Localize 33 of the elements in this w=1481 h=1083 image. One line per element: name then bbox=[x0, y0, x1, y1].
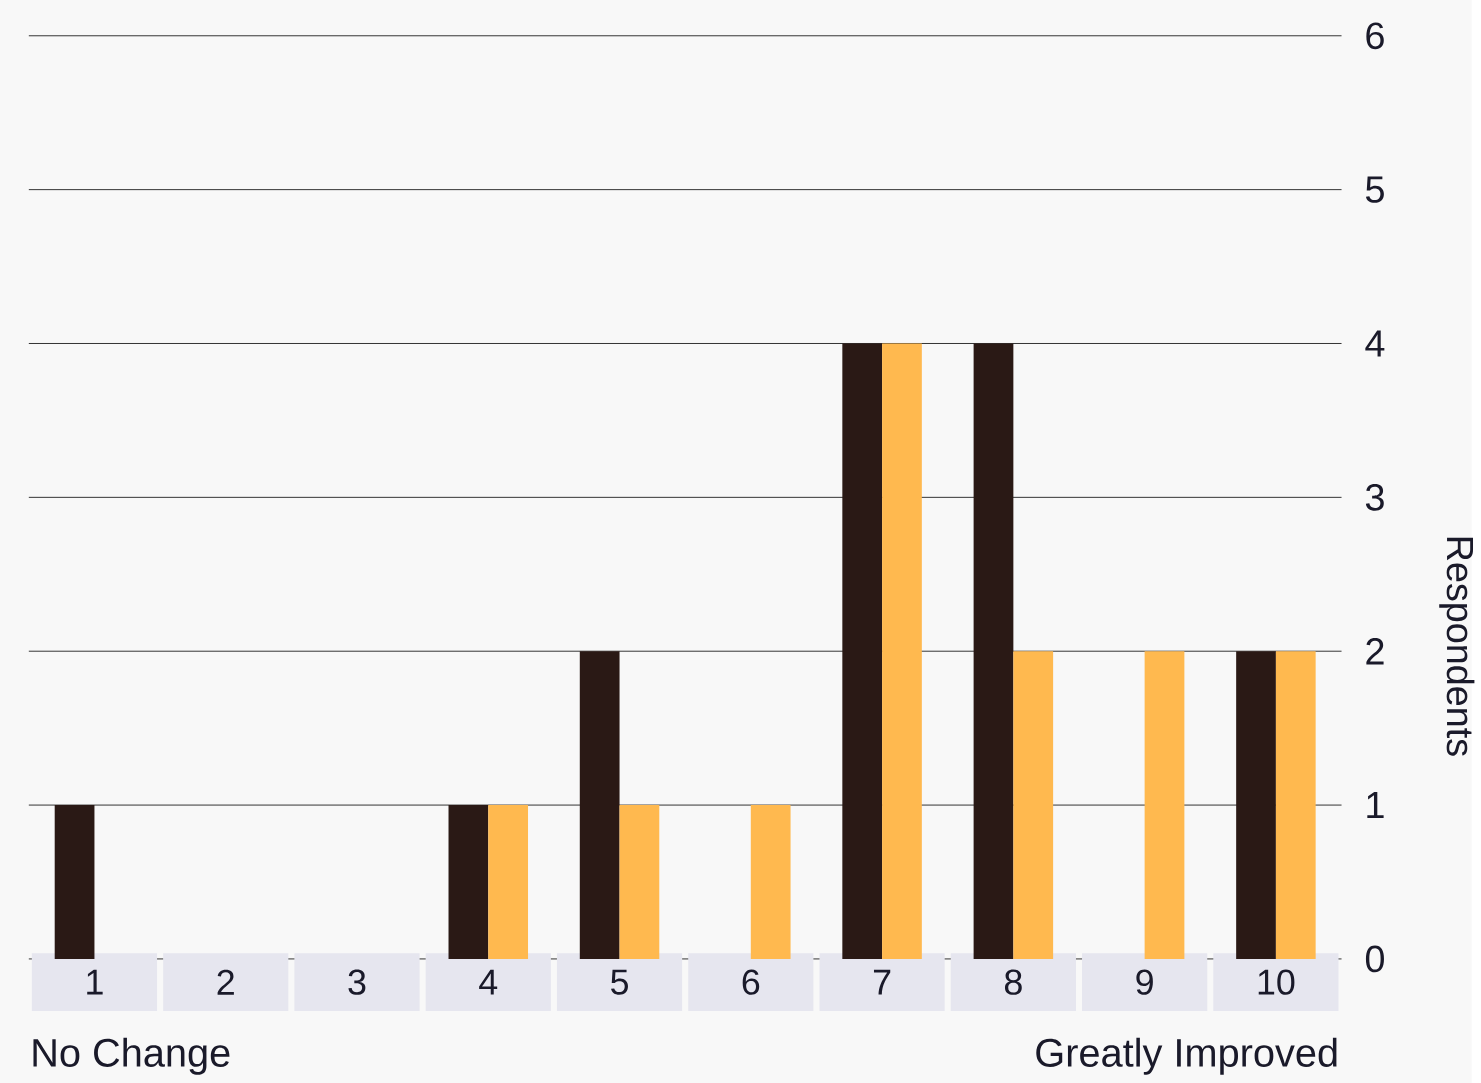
bar bbox=[750, 805, 791, 959]
x-tick-label: 7 bbox=[873, 969, 891, 995]
y-tick-label: 1 bbox=[1367, 792, 1384, 818]
x-tick-label: 9 bbox=[1136, 969, 1153, 995]
y-tick-label: 3 bbox=[1365, 483, 1384, 511]
y-axis-title: Respondents bbox=[1439, 537, 1475, 756]
x-tick-label: 3 bbox=[348, 969, 366, 995]
bar bbox=[882, 343, 922, 959]
x-tick-label: 1 bbox=[87, 969, 103, 995]
y-tick-label: 4 bbox=[1365, 330, 1385, 357]
y-tick-label: 5 bbox=[1365, 176, 1384, 203]
bar bbox=[448, 805, 489, 959]
x-tick-label: 2 bbox=[217, 969, 234, 995]
text: No Change bbox=[33, 1037, 230, 1075]
y-tick-label: 0 bbox=[1365, 945, 1384, 973]
bar bbox=[1236, 651, 1276, 959]
x-tick-label: 5 bbox=[611, 969, 628, 995]
x-tick-label: 8 bbox=[1004, 969, 1022, 995]
bar bbox=[842, 343, 883, 959]
x-tick-label: 4 bbox=[479, 969, 498, 995]
bar bbox=[1144, 651, 1185, 959]
bar bbox=[1013, 651, 1054, 959]
bar bbox=[579, 651, 620, 959]
text: Greatly Improved bbox=[1036, 1037, 1337, 1075]
y-tick-label: 6 bbox=[1366, 22, 1384, 50]
bar bbox=[54, 805, 95, 959]
bar bbox=[619, 805, 660, 959]
bar bbox=[1275, 651, 1316, 959]
x-tick-label: 10 bbox=[1258, 969, 1295, 995]
bar bbox=[488, 805, 529, 959]
bar bbox=[973, 343, 1014, 959]
x-tick-label: 6 bbox=[742, 969, 760, 995]
y-tick-label: 2 bbox=[1366, 637, 1384, 665]
